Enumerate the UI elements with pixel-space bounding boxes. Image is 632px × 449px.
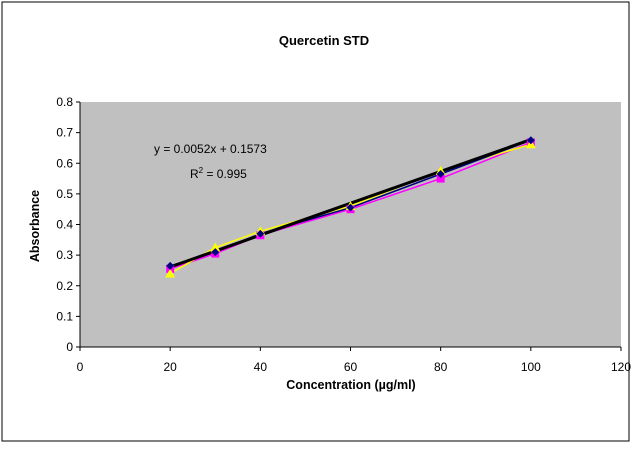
series-line-1: [169, 141, 532, 270]
y-tick-label: 0: [66, 340, 73, 354]
x-tick-label: 120: [611, 360, 631, 374]
x-axis-title: Concentration (µg/ml): [286, 378, 415, 392]
series-2-point: [210, 242, 221, 252]
trendline-equation: y = 0.0052x + 0.1573: [154, 142, 267, 156]
y-tick-label: 0.7: [56, 126, 73, 140]
r2-value: = 0.995: [203, 167, 247, 181]
series-3-point: [166, 261, 175, 270]
series-3-point: [346, 203, 355, 212]
y-tick-label: 0.4: [56, 218, 73, 232]
series-3-point: [436, 169, 445, 178]
series-1-point: [436, 174, 445, 183]
axis-ticks: 0 0.1 0.2 0.3 0.4 0.5 0.6 0.7 0.8 0 20 40 60 80 100 120: [56, 95, 631, 374]
x-tick-label: 60: [344, 360, 358, 374]
r2-r: R: [190, 167, 199, 181]
series-3-point: [211, 248, 220, 257]
y-axis-title: Absorbance: [28, 190, 42, 262]
series-3-point: [256, 229, 265, 238]
series-2-point: [165, 268, 176, 278]
x-tick-label: 80: [434, 360, 448, 374]
y-tick-label: 0.1: [56, 309, 73, 323]
y-tick-label: 0.5: [56, 187, 73, 201]
y-tick-label: 0.8: [56, 95, 73, 109]
x-tick-label: 100: [521, 360, 541, 374]
y-tick-label: 0.6: [56, 156, 73, 170]
series-3-point: [526, 136, 535, 145]
chart-title: Quercetin STD: [279, 33, 369, 48]
r2-superscript: 2: [199, 166, 204, 175]
y-tick-label: 0.3: [56, 248, 73, 262]
y-tick-label: 0.2: [56, 279, 73, 293]
x-tick-label: 20: [163, 360, 177, 374]
x-tick-label: 40: [254, 360, 268, 374]
x-tick-label: 0: [77, 360, 84, 374]
plot-area: [80, 102, 621, 347]
r-squared-label: R2 = 0.995: [190, 166, 247, 181]
series-layer: [165, 136, 536, 278]
